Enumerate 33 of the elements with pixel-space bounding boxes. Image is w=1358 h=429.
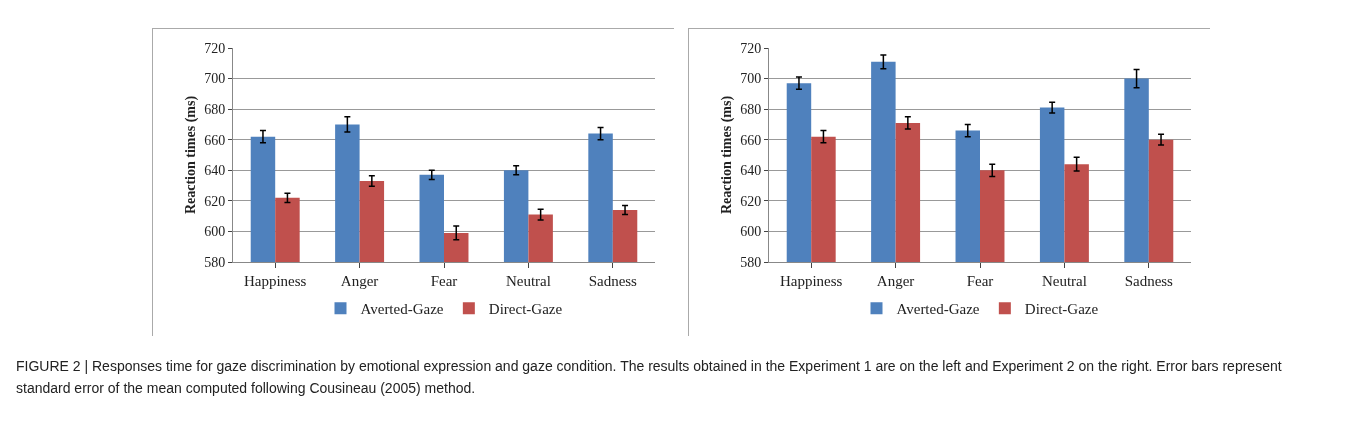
x-tick-label: Neutral (1041, 273, 1087, 289)
x-tick-label: Sadness (1124, 273, 1174, 289)
x-tick-label: Neutral (505, 273, 551, 289)
y-axis-title: Reaction times (ms) (183, 95, 199, 215)
y-tick-label: 680 (204, 102, 226, 118)
y-tick-label: 660 (740, 132, 762, 148)
y-tick-label: 640 (740, 163, 762, 179)
x-tick-label: Fear (430, 273, 458, 289)
y-tick-label: 700 (740, 71, 762, 87)
y-tick-label: 620 (740, 193, 762, 209)
x-tick-label: Anger (876, 273, 915, 289)
legend-label: Direct-Gaze (1024, 301, 1099, 318)
caption: FIGURE 2 | Responses time for gaze discrimination by emotional expression and gaze condition. The results obtained in the Experiment 1 are on the left and Experiment 2 on the right. Error bars represent standard error of the mean computed following Cousineau (2005) method. (16, 357, 1283, 398)
y-tick-label: 600 (204, 224, 226, 240)
y-axis-title: Reaction times (ms) (719, 95, 735, 215)
y-tick-label: 600 (740, 224, 762, 240)
x-tick-label: Happiness (243, 273, 307, 289)
y-tick-label: 720 (740, 40, 762, 56)
y-tick-label: 640 (204, 163, 226, 179)
x-tick-label: Sadness (588, 273, 638, 289)
legend-label: Averted-Gaze (896, 301, 980, 318)
x-tick-label: Anger (340, 273, 379, 289)
y-tick-label: 660 (204, 132, 226, 148)
y-tick-label: 580 (204, 254, 226, 270)
y-tick-label: 700 (204, 71, 226, 87)
y-tick-label: 580 (740, 254, 762, 270)
x-tick-label: Happiness (779, 273, 843, 289)
y-tick-label: 680 (740, 102, 762, 118)
legend-label: Direct-Gaze (488, 301, 563, 318)
y-tick-label: 620 (204, 193, 226, 209)
legend-label: Averted-Gaze (360, 301, 444, 318)
y-tick-label: 720 (204, 40, 226, 56)
x-tick-label: Fear (966, 273, 994, 289)
